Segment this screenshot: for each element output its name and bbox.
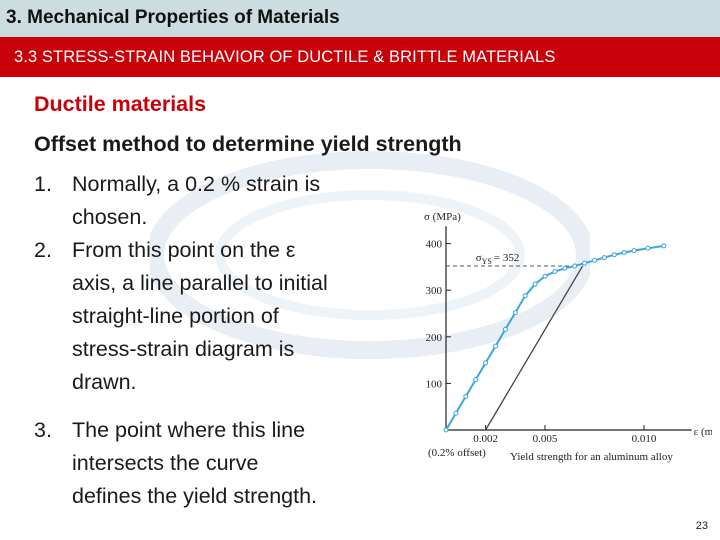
heading-offset-method: Offset method to determine yield strengt… — [34, 132, 462, 156]
x-tick-label: 0.002 — [473, 433, 498, 445]
watermark-logo — [150, 151, 590, 359]
list-item-number: 3. — [34, 418, 52, 442]
data-point — [483, 360, 489, 366]
data-point — [562, 265, 568, 271]
list-item-line: Normally, a 0.2 % strain is — [72, 172, 321, 196]
offset-label: (0.2% offset) — [428, 447, 486, 459]
list-item-number: 2. — [34, 238, 52, 262]
data-point — [601, 255, 607, 261]
data-point — [512, 310, 518, 316]
data-point — [493, 343, 498, 349]
data-point — [473, 377, 479, 383]
data-point — [552, 269, 558, 275]
list-item-line: straight-line portion of — [72, 304, 279, 328]
data-point — [463, 393, 469, 399]
data-point — [542, 273, 548, 279]
data-point — [592, 257, 597, 263]
subtitle-bar: 3.3 STRESS-STRAIN BEHAVIOR OF DUCTILE & … — [0, 37, 720, 77]
yield-annotation-value: = 352 — [494, 252, 519, 264]
list-item-line: The point where this line — [72, 418, 306, 442]
page-number: 23 — [695, 520, 708, 532]
data-point — [645, 245, 651, 251]
x-axis-label: ε (mm/mm) — [694, 426, 712, 438]
y-tick-label: 300 — [426, 285, 443, 297]
y-tick-label: 200 — [426, 332, 443, 344]
title-bar: 3. Mechanical Properties of Materials — [0, 0, 720, 37]
list-item-line: intersects the curve — [72, 451, 259, 475]
chart-svg: 100 200 300 400 0.002 0.005 0.010 σ (MPa) ε (mm/… — [424, 211, 712, 463]
yield-annotation: σYS = 352 — [476, 252, 520, 266]
offset-line — [485, 265, 584, 431]
data-point — [572, 263, 578, 269]
list-item-line: stress-strain diagram is — [72, 337, 295, 361]
y-axis-label: σ (MPa) — [424, 211, 461, 223]
data-point — [631, 248, 637, 254]
slide-title: 3. Mechanical Properties of Materials — [6, 7, 340, 28]
data-point — [453, 410, 459, 416]
chart-caption: Yield strength for an aluminum alloy — [510, 451, 673, 463]
data-point — [502, 326, 508, 332]
list-item-number: 1. — [34, 172, 52, 196]
heading-ductile-materials: Ductile materials — [34, 92, 207, 116]
list-item-line: defines the yield strength. — [72, 484, 318, 508]
x-tick-label: 0.010 — [632, 433, 657, 445]
yield-annotation-subscript: YS — [482, 257, 492, 266]
list-item-line: drawn. — [72, 370, 137, 394]
data-point — [522, 293, 528, 299]
slide-subtitle: 3.3 STRESS-STRAIN BEHAVIOR OF DUCTILE & … — [14, 48, 556, 66]
list-item-line: chosen. — [72, 205, 148, 229]
data-point — [661, 243, 667, 249]
y-tick-label: 400 — [426, 239, 443, 251]
data-point — [532, 281, 538, 287]
yield-annotation-sigma: σ — [476, 252, 482, 264]
stress-strain-chart: 100 200 300 400 0.002 0.005 0.010 σ (MPa) ε (mm/… — [412, 200, 712, 490]
data-point — [582, 260, 588, 266]
x-tick-label: 0.005 — [533, 433, 558, 445]
data-point — [443, 427, 449, 433]
y-tick-label: 100 — [426, 378, 443, 390]
data-point — [621, 249, 627, 255]
list-item-line: axis, a line parallel to initial — [72, 271, 328, 295]
data-point — [611, 252, 617, 258]
stress-strain-curve — [445, 244, 664, 431]
list-item-line: From this point on the ε — [72, 238, 296, 262]
